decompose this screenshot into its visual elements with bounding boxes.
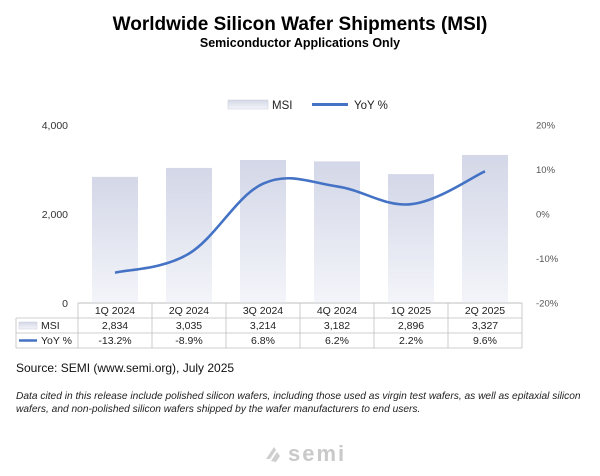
table-cell-yoy: 6.2%: [325, 335, 349, 347]
semi-logo-icon: [266, 447, 280, 462]
table-cell-msi: 3,327: [472, 320, 498, 332]
table-cell-msi: 3,035: [176, 320, 202, 332]
y-left-tick-label: 0: [62, 298, 68, 310]
table-row-label-msi: MSI: [41, 320, 60, 332]
table-cell-yoy: 9.6%: [473, 335, 497, 347]
chart-title: Worldwide Silicon Wafer Shipments (MSI): [113, 14, 488, 35]
x-tick-label: 3Q 2024: [243, 305, 283, 317]
y-right-tick-label: 10%: [536, 165, 556, 176]
table-row-label-yoy: YoY %: [41, 335, 72, 347]
yoy-line: [114, 170, 486, 275]
chart: Worldwide Silicon Wafer Shipments (MSI) …: [15, 14, 559, 349]
chart-subtitle: Semiconductor Applications Only: [200, 36, 400, 50]
bar: [388, 174, 434, 303]
legend-swatch-msi: [227, 99, 269, 110]
table-cell-msi: 2,896: [398, 320, 424, 332]
y-right-tick-label: 20%: [536, 121, 556, 132]
legend-label-msi: MSI: [272, 100, 292, 112]
bar: [462, 154, 508, 303]
table-cell-msi: 3,214: [250, 320, 276, 332]
bar: [92, 176, 138, 303]
bar: [240, 159, 286, 303]
bar: [166, 167, 212, 303]
x-tick-label: 2Q 2025: [465, 305, 505, 317]
y-right-tick-label: -10%: [536, 254, 559, 265]
x-tick-label: 1Q 2024: [95, 305, 135, 317]
table-cell-yoy: 2.2%: [399, 335, 423, 347]
yoy-line-path: [114, 170, 486, 275]
bar: [314, 161, 360, 303]
logo-text: semi: [288, 441, 347, 466]
table-cell-msi: 2,834: [102, 320, 128, 332]
y-right-tick-label: -20%: [536, 299, 559, 310]
footnote: Data cited in this release include polis…: [16, 391, 581, 415]
y-left-tick-label: 2,000: [42, 209, 68, 221]
semi-logo: semi: [262, 441, 346, 467]
table-key-msi: [18, 321, 38, 330]
legend: MSI YoY %: [227, 99, 388, 112]
table-cell-yoy: 6.8%: [251, 335, 275, 347]
data-table: 1Q 2024 2Q 2024 3Q 2024 4Q 2024 1Q 2025 2Q 20…: [15, 302, 523, 349]
y-left-tick-label: 4,000: [42, 120, 68, 132]
source-text: Source: SEMI (www.semi.org), July 2025: [16, 361, 235, 375]
y-right-tick-label: 0%: [536, 210, 550, 221]
bars: [92, 154, 508, 303]
table-cell-yoy: -8.9%: [175, 335, 202, 347]
x-tick-label: 2Q 2024: [169, 305, 209, 317]
legend-label-yoy: YoY %: [354, 100, 388, 112]
table-cell-msi: 3,182: [324, 320, 350, 332]
x-tick-label: 4Q 2024: [317, 305, 357, 317]
table-cell-yoy: -13.2%: [98, 335, 131, 347]
x-tick-label: 1Q 2025: [391, 305, 431, 317]
